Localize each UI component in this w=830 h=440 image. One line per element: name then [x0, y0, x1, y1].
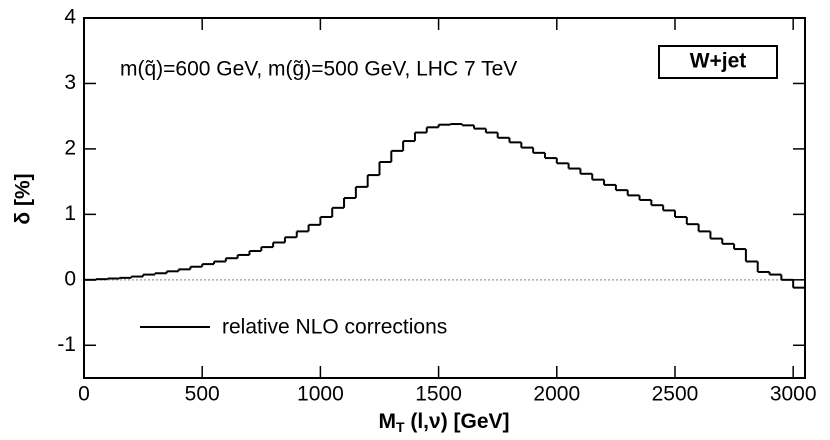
y-tick-label: 4 [64, 6, 76, 29]
box-label: W+jet [690, 50, 747, 73]
legend-label: relative NLO corrections [222, 316, 447, 339]
y-tick-label: 3 [64, 71, 76, 94]
y-tick-label: 0 [64, 267, 76, 290]
x-label-rest: (l,ν) [GeV] [405, 410, 510, 433]
label-box [658, 45, 778, 79]
x-axis-label: MT (l,ν) [GeV] [378, 410, 509, 435]
plot-frame [83, 17, 806, 379]
x-tick-label: 2000 [533, 383, 580, 406]
x-tick-label: 1500 [415, 383, 462, 406]
x-tick-label: 2500 [652, 383, 699, 406]
x-label-sub: T [396, 419, 405, 435]
x-tick-label: 1000 [297, 383, 344, 406]
y-tick-label: -1 [57, 333, 76, 356]
y-tick-label: 2 [64, 136, 76, 159]
y-tick-label: 1 [64, 202, 76, 225]
x-tick-label: 3000 [770, 383, 817, 406]
annotation: m(q̃)=600 GeV, m(g̃)=500 GeV, LHC 7 TeV [120, 58, 517, 81]
x-label-main: M [378, 410, 396, 433]
x-tick-label: 0 [78, 383, 90, 406]
x-tick-label: 500 [185, 383, 220, 406]
y-axis-label: δ [%] [12, 173, 35, 224]
